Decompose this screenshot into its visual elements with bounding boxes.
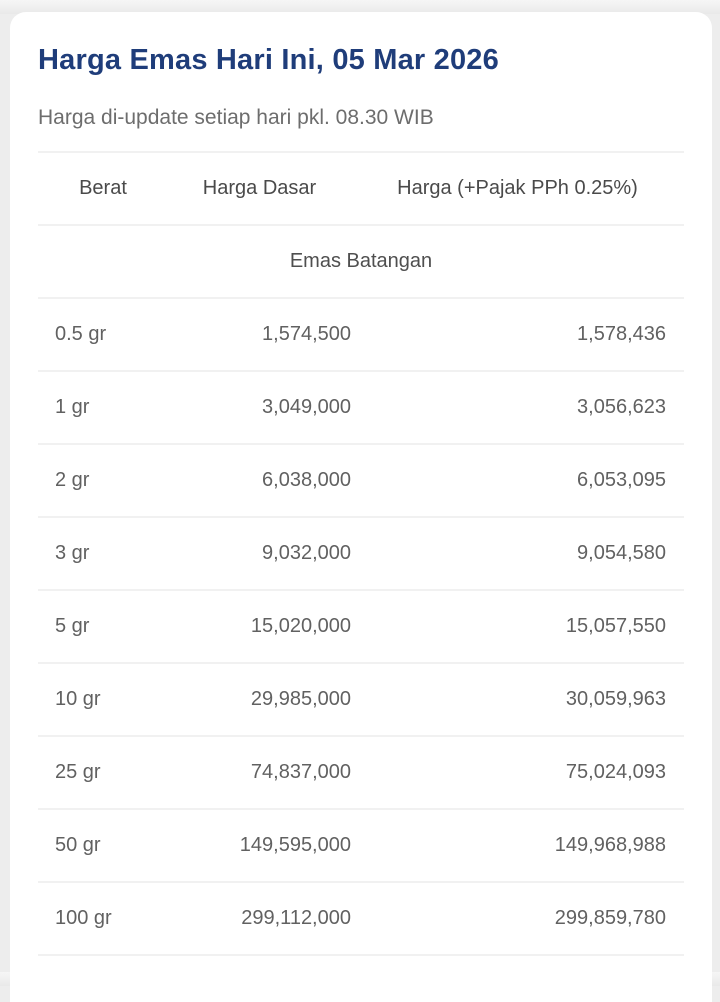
cell-weight: 100 gr — [55, 907, 112, 929]
cell-base-price: 74,837,000 — [250, 761, 351, 783]
cell-base-price: 9,032,000 — [262, 542, 351, 564]
gold-price-table: Berat Harga Dasar Harga (+Pajak PPh 0.25… — [38, 151, 684, 956]
update-schedule-note: Harga di-update setiap hari pkl. 08.30 W… — [38, 106, 434, 129]
cell-taxed-price: 9,054,580 — [577, 542, 666, 564]
cell-weight: 0.5 gr — [55, 323, 107, 345]
cell-weight: 25 gr — [55, 761, 101, 783]
cell-taxed-price: 149,968,988 — [554, 834, 666, 856]
cell-taxed-price: 15,057,550 — [565, 615, 666, 637]
table-row: 100 gr 299,112,000 299,859,780 — [38, 882, 684, 955]
table-row: 3 gr 9,032,000 9,054,580 — [38, 517, 684, 590]
cell-base-price: 29,985,000 — [250, 688, 351, 710]
cell-weight: 3 gr — [55, 542, 90, 564]
section-row: Emas Batangan — [38, 225, 684, 298]
table-row: 50 gr 149,595,000 149,968,988 — [38, 809, 684, 882]
cell-weight: 1 gr — [55, 396, 90, 418]
table-row: 5 gr 15,020,000 15,057,550 — [38, 590, 684, 663]
column-header-base-price: Harga Dasar — [202, 177, 317, 199]
column-header-taxed-price: Harga (+Pajak PPh 0.25%) — [397, 177, 638, 199]
table-row: 2 gr 6,038,000 6,053,095 — [38, 444, 684, 517]
cell-weight: 2 gr — [55, 469, 90, 491]
table-header: Berat Harga Dasar Harga (+Pajak PPh 0.25… — [38, 152, 684, 225]
cell-taxed-price: 30,059,963 — [565, 688, 666, 710]
page-title: Harga Emas Hari Ini, 05 Mar 2026 — [38, 44, 499, 76]
cell-base-price: 1,574,500 — [262, 323, 351, 345]
cell-taxed-price: 3,056,623 — [577, 396, 666, 418]
cell-base-price: 6,038,000 — [262, 469, 351, 491]
cell-taxed-price: 299,859,780 — [554, 907, 666, 929]
cell-base-price: 3,049,000 — [262, 396, 351, 418]
cell-taxed-price: 75,024,093 — [565, 761, 666, 783]
cell-taxed-price: 6,053,095 — [577, 469, 666, 491]
cell-weight: 50 gr — [55, 834, 101, 856]
section-label-emas-batangan: Emas Batangan — [289, 250, 433, 272]
gold-price-card: Harga Emas Hari Ini, 05 Mar 2026 Harga d… — [10, 12, 712, 1002]
cell-weight: 10 gr — [55, 688, 101, 710]
cell-base-price: 15,020,000 — [250, 615, 351, 637]
table-row: 1 gr 3,049,000 3,056,623 — [38, 371, 684, 444]
cell-base-price: 149,595,000 — [239, 834, 351, 856]
table-row: 25 gr 74,837,000 75,024,093 — [38, 736, 684, 809]
table-row: 10 gr 29,985,000 30,059,963 — [38, 663, 684, 736]
column-header-weight: Berat — [79, 177, 127, 199]
header-row: Berat Harga Dasar Harga (+Pajak PPh 0.25… — [38, 152, 684, 225]
table-row: 0.5 gr 1,574,500 1,578,436 — [38, 298, 684, 371]
cell-weight: 5 gr — [55, 615, 90, 637]
cell-taxed-price: 1,578,436 — [577, 323, 666, 345]
cell-base-price: 299,112,000 — [241, 907, 351, 929]
